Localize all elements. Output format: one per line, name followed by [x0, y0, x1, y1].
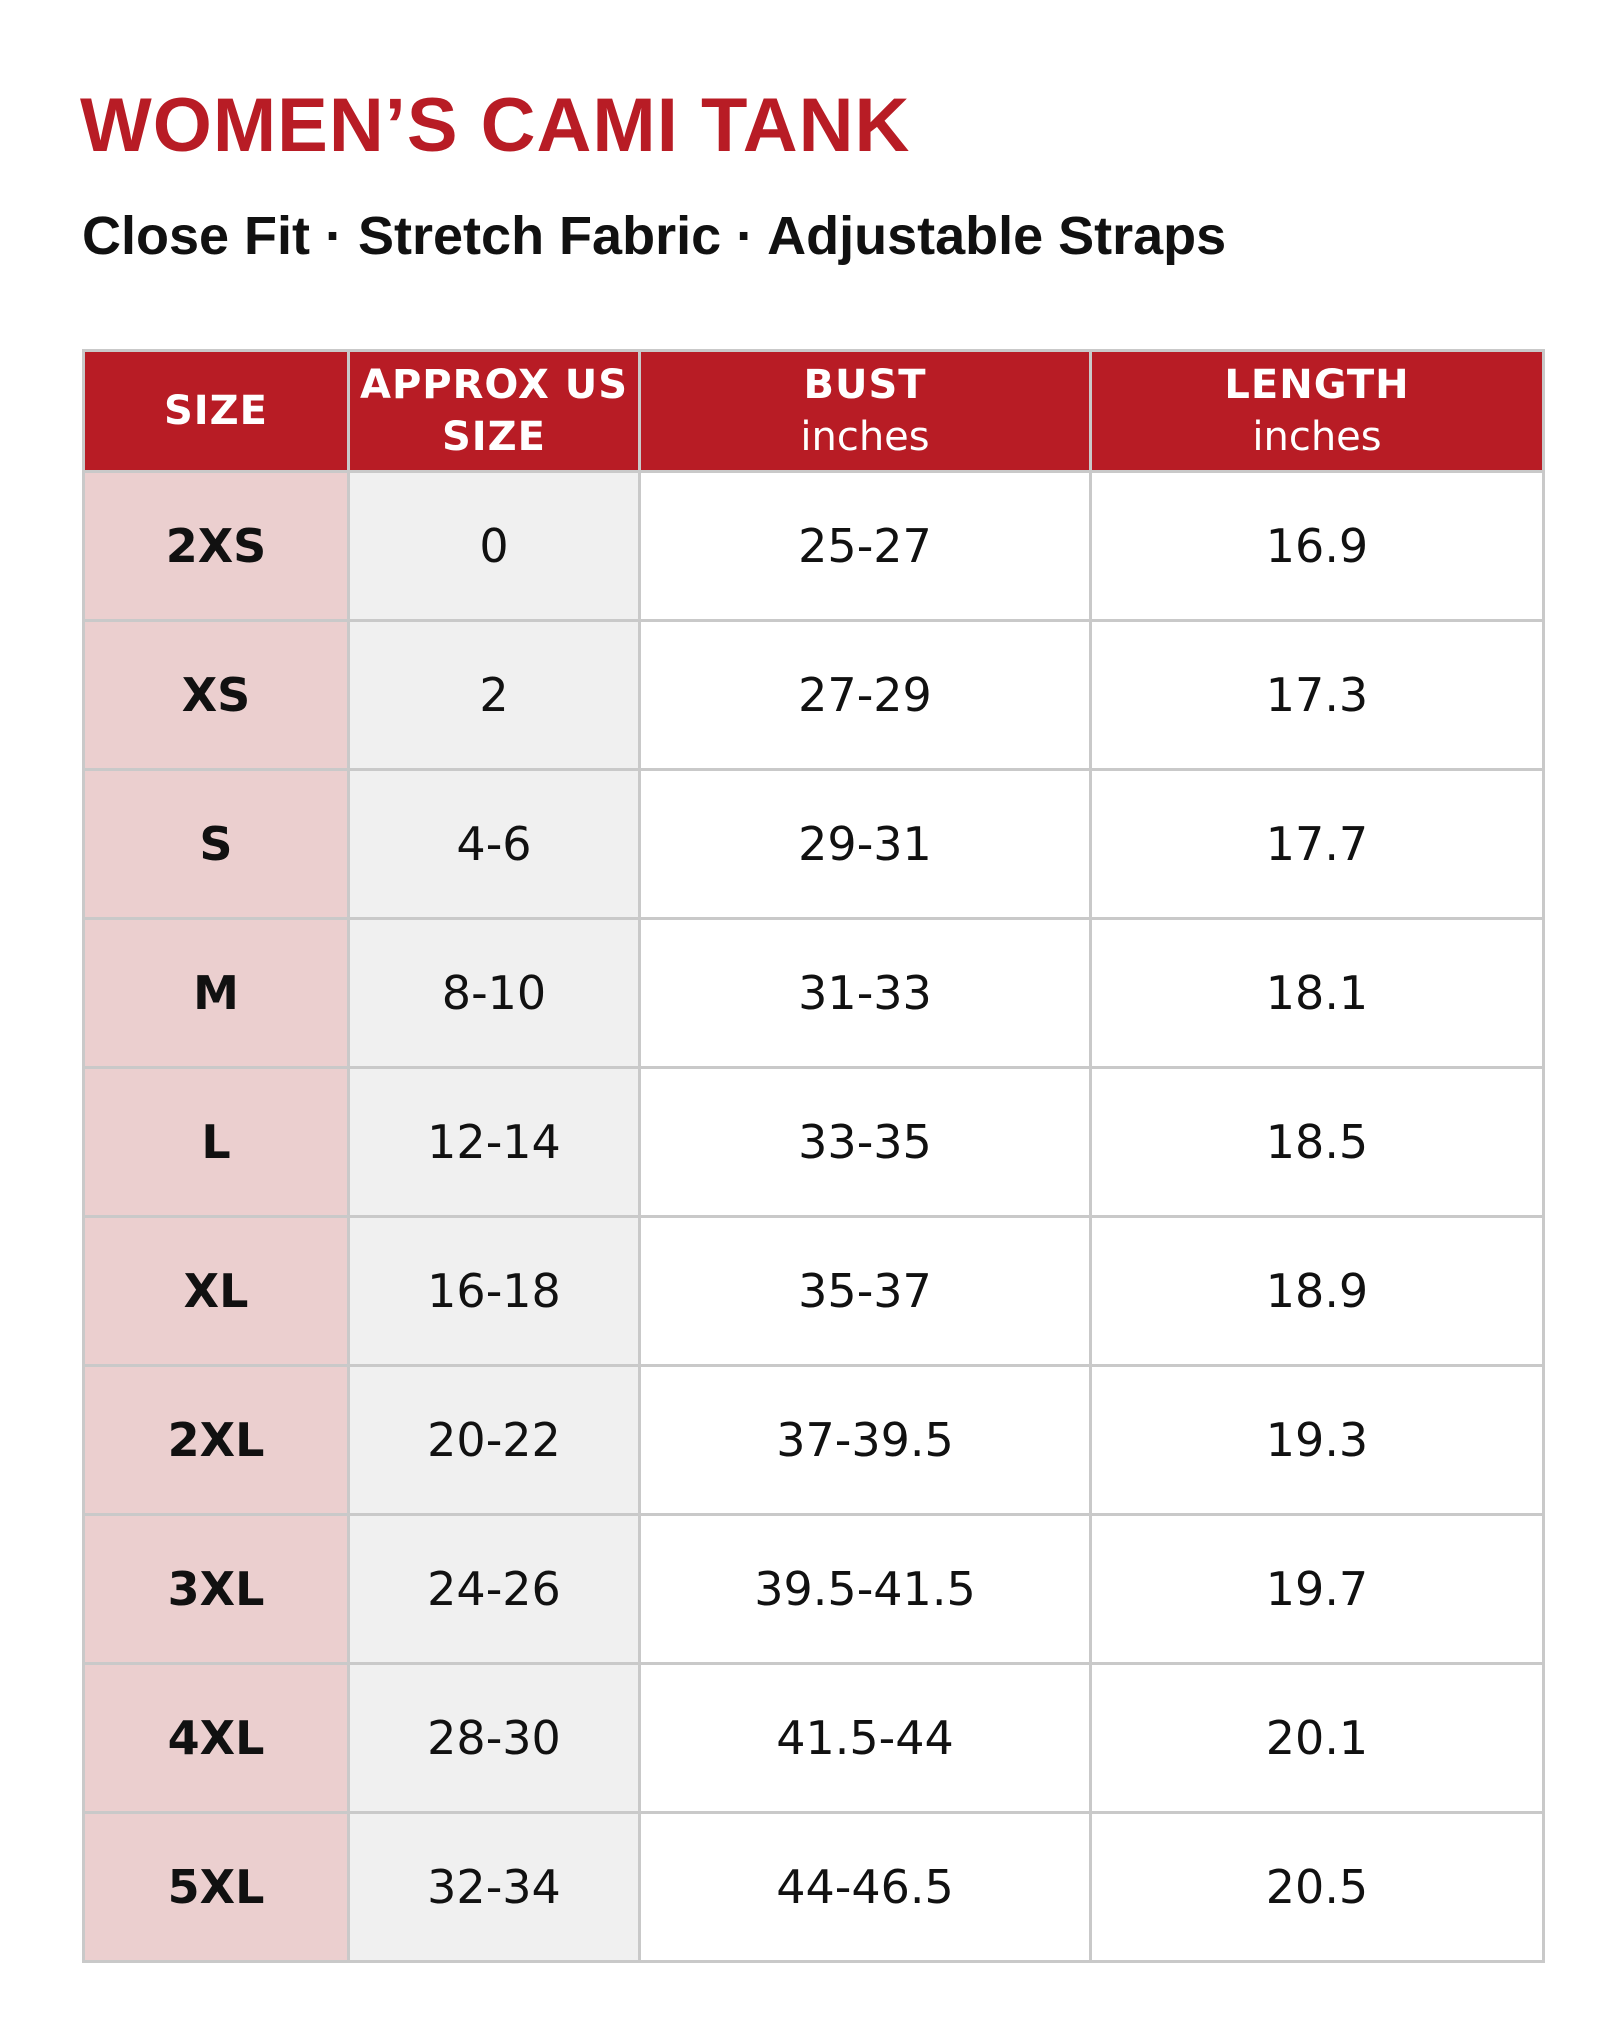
header-unit: inches: [800, 414, 930, 460]
table-cell: 17.3: [1089, 619, 1545, 771]
table-cell: 27-29: [638, 619, 1092, 771]
subtitle: Close Fit · Stretch Fabric · Adjustable …: [82, 206, 1227, 266]
table-cell: 41.5-44: [638, 1662, 1092, 1814]
header-cell: SIZE: [82, 349, 350, 473]
table-cell: 25-27: [638, 470, 1092, 622]
table-row: 4XL 28-30 41.5-44 20.1: [82, 1662, 1545, 1814]
table-cell: L: [82, 1066, 350, 1218]
table-cell: 0: [347, 470, 641, 622]
table-cell: 5XL: [82, 1811, 350, 1963]
table-cell: 18.9: [1089, 1215, 1545, 1367]
table-body: 2XS 0 25-27 16.9 XS 2 27-29 17.3 S 4-6 29-31 17.7 M 8…: [82, 470, 1545, 1963]
table-cell: 4XL: [82, 1662, 350, 1814]
table-cell: 2: [347, 619, 641, 771]
table-row: M 8-10 31-33 18.1: [82, 917, 1545, 1069]
header-cell: LENGTH inches: [1089, 349, 1545, 473]
table-cell: 20.5: [1089, 1811, 1545, 1963]
table-cell: 2XS: [82, 470, 350, 622]
table-row: XS 2 27-29 17.3: [82, 619, 1545, 771]
table-cell: 44-46.5: [638, 1811, 1092, 1963]
header-label: APPROX US SIZE: [359, 362, 629, 460]
table-cell: 4-6: [347, 768, 641, 920]
table-cell: 16.9: [1089, 470, 1545, 622]
table-cell: 12-14: [347, 1066, 641, 1218]
table-row: 2XS 0 25-27 16.9: [82, 470, 1545, 622]
table-cell: 32-34: [347, 1811, 641, 1963]
table-cell: 20.1: [1089, 1662, 1545, 1814]
table-cell: 33-35: [638, 1066, 1092, 1218]
table-cell: 18.1: [1089, 917, 1545, 1069]
table-cell: 2XL: [82, 1364, 350, 1516]
table-cell: 20-22: [347, 1364, 641, 1516]
table-cell: 39.5-41.5: [638, 1513, 1092, 1665]
header-row: SIZE APPROX US SIZE BUST inches LENGTH inches: [82, 349, 1545, 473]
table-cell: 31-33: [638, 917, 1092, 1069]
title: WOMEN’S CAMI TANK: [80, 83, 911, 168]
table-row: XL 16-18 35-37 18.9: [82, 1215, 1545, 1367]
table-row: S 4-6 29-31 17.7: [82, 768, 1545, 920]
table-cell: 3XL: [82, 1513, 350, 1665]
header-label: BUST: [803, 362, 927, 408]
table-row: L 12-14 33-35 18.5: [82, 1066, 1545, 1218]
table-cell: 37-39.5: [638, 1364, 1092, 1516]
table-row: 5XL 32-34 44-46.5 20.5: [82, 1811, 1545, 1963]
table-row: 2XL 20-22 37-39.5 19.3: [82, 1364, 1545, 1516]
table-cell: S: [82, 768, 350, 920]
table-cell: 29-31: [638, 768, 1092, 920]
table-cell: 19.3: [1089, 1364, 1545, 1516]
table-cell: 24-26: [347, 1513, 641, 1665]
table-cell: 8-10: [347, 917, 641, 1069]
table-cell: 35-37: [638, 1215, 1092, 1367]
header-cell: BUST inches: [638, 349, 1092, 473]
table-cell: XL: [82, 1215, 350, 1367]
header-label: SIZE: [163, 388, 269, 434]
header-cell: APPROX US SIZE: [347, 349, 641, 473]
size-table: SIZE APPROX US SIZE BUST inches LENGTH inches…: [82, 349, 1545, 1963]
table-row: 3XL 24-26 39.5-41.5 19.7: [82, 1513, 1545, 1665]
header-label: LENGTH: [1224, 362, 1410, 408]
table-cell: M: [82, 917, 350, 1069]
table-cell: 16-18: [347, 1215, 641, 1367]
table-cell: XS: [82, 619, 350, 771]
header-unit: inches: [1252, 414, 1382, 460]
table-cell: 28-30: [347, 1662, 641, 1814]
table-cell: 17.7: [1089, 768, 1545, 920]
table-cell: 18.5: [1089, 1066, 1545, 1218]
table-cell: 19.7: [1089, 1513, 1545, 1665]
